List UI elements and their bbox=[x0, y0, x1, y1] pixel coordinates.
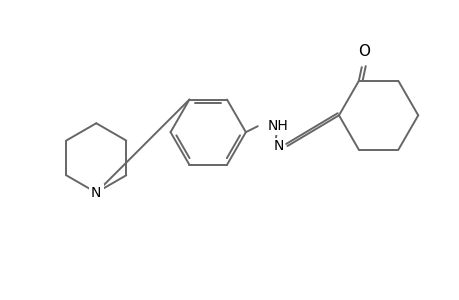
Text: N: N bbox=[91, 186, 101, 200]
Text: NH: NH bbox=[267, 119, 288, 133]
Text: O: O bbox=[357, 44, 369, 59]
Text: N: N bbox=[273, 139, 283, 153]
